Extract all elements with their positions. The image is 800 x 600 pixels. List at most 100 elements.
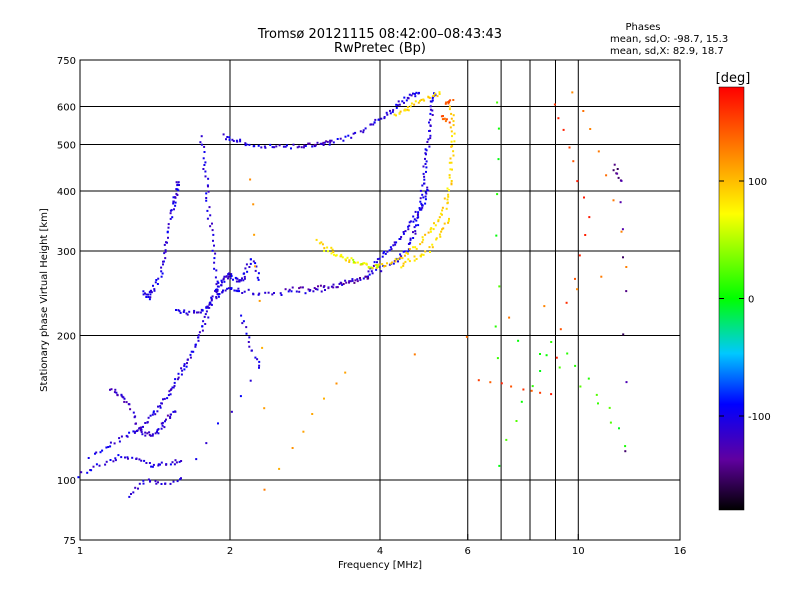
data-point: [164, 249, 167, 252]
data-point: [405, 251, 408, 254]
data-point: [422, 238, 425, 241]
data-point: [431, 246, 434, 249]
data-point: [419, 200, 422, 203]
data-point: [539, 391, 542, 394]
data-point: [447, 219, 450, 222]
data-point: [138, 458, 141, 461]
data-point: [243, 275, 246, 278]
data-point: [128, 431, 131, 434]
data-point: [625, 266, 628, 268]
data-point: [258, 299, 261, 302]
data-point: [311, 413, 314, 415]
data-point: [329, 141, 332, 144]
data-point: [394, 258, 397, 261]
data-point: [348, 281, 350, 284]
data-point: [207, 177, 210, 180]
data-point: [371, 272, 374, 275]
data-point: [202, 320, 205, 323]
data-point: [420, 98, 423, 101]
data-point: [172, 200, 175, 203]
data-point: [417, 101, 420, 104]
data-point: [448, 189, 450, 192]
data-point: [496, 193, 499, 196]
data-point: [412, 215, 415, 218]
data-point: [142, 290, 145, 293]
data-point: [152, 284, 154, 287]
data-point: [452, 99, 455, 101]
data-point: [430, 227, 433, 230]
data-point: [326, 246, 329, 249]
data-point: [429, 134, 432, 137]
data-point: [211, 295, 214, 298]
data-point: [331, 248, 334, 251]
data-point: [198, 331, 201, 334]
data-point: [150, 289, 152, 292]
data-point: [376, 258, 379, 261]
data-point: [152, 463, 155, 466]
data-point: [300, 146, 303, 149]
data-point: [129, 408, 132, 411]
data-point: [245, 326, 248, 329]
data-point: [424, 148, 427, 151]
data-point: [326, 140, 329, 143]
data-point: [175, 192, 178, 195]
data-point: [424, 191, 427, 194]
data-point: [404, 109, 407, 112]
data-point: [238, 279, 241, 282]
data-point: [618, 427, 620, 430]
data-point: [238, 290, 240, 293]
y-tick-label: 600: [57, 103, 76, 114]
data-point: [449, 126, 452, 129]
data-point: [104, 463, 107, 466]
data-point: [354, 131, 357, 134]
data-point: [133, 431, 136, 434]
data-point: [239, 395, 242, 398]
data-point: [477, 379, 480, 382]
data-point: [383, 250, 386, 253]
data-point: [371, 267, 374, 270]
data-point: [520, 400, 523, 403]
data-point: [496, 357, 499, 360]
data-point: [449, 99, 452, 102]
data-point: [324, 289, 326, 291]
data-point: [539, 370, 542, 372]
data-point: [186, 313, 189, 316]
data-point: [163, 252, 166, 255]
data-point: [176, 183, 179, 186]
data-point: [566, 352, 569, 355]
y-tick-label: 200: [57, 332, 76, 343]
data-point: [271, 293, 274, 296]
data-point: [146, 432, 149, 435]
data-point: [453, 132, 456, 135]
data-point: [420, 253, 423, 256]
data-point: [423, 178, 426, 181]
data-point: [135, 457, 138, 460]
data-point: [322, 144, 325, 146]
data-point: [257, 144, 260, 147]
data-point: [113, 391, 116, 394]
data-point: [176, 188, 179, 191]
data-point: [186, 358, 189, 361]
data-point: [167, 223, 170, 226]
data-point: [448, 217, 450, 220]
data-point: [315, 238, 318, 241]
data-point: [298, 287, 301, 290]
data-point: [319, 284, 322, 287]
data-point: [348, 259, 351, 262]
data-point: [392, 109, 395, 112]
data-point: [351, 279, 354, 282]
data-point: [441, 228, 443, 231]
data-point: [199, 141, 202, 144]
data-point: [422, 165, 425, 168]
data-point: [383, 265, 386, 268]
data-point: [77, 476, 80, 479]
data-point: [330, 252, 333, 255]
data-point: [133, 416, 136, 419]
data-point: [267, 291, 270, 294]
data-point: [222, 133, 225, 136]
data-point: [131, 456, 134, 459]
data-point: [446, 201, 449, 204]
data-point: [194, 343, 197, 346]
data-point: [215, 296, 218, 298]
data-point: [171, 216, 174, 219]
